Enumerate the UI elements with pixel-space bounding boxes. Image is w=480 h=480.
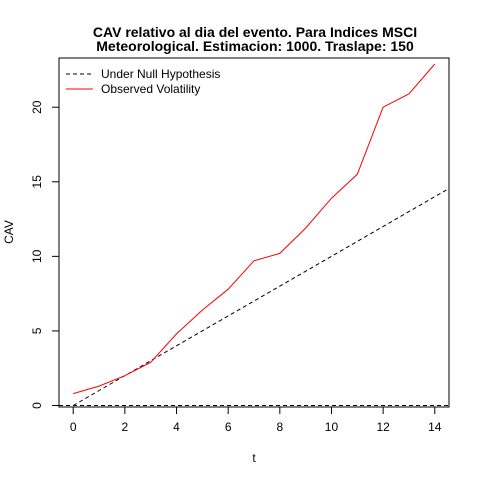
x-axis: 0 2 4 6 8 10 12 14: [70, 406, 442, 434]
chart-title-line-2: Meteorological. Estimacion: 1000. Trasla…: [96, 38, 414, 54]
legend-label-observed: Observed Volatility: [101, 82, 200, 96]
x-tick-label: 8: [276, 420, 283, 434]
plot-frame: [58, 57, 450, 408]
legend: Under Null Hypothesis Observed Volatilit…: [66, 67, 220, 96]
legend-label-null: Under Null Hypothesis: [101, 67, 220, 81]
y-tick-label: 10: [30, 249, 44, 263]
x-axis-label: t: [252, 451, 256, 465]
x-tick-label: 6: [225, 420, 232, 434]
y-tick-label: 0: [30, 402, 44, 409]
x-tick-label: 10: [325, 420, 339, 434]
series-line-null-hypothesis: [72, 188, 450, 406]
y-tick-label: 20: [30, 100, 44, 114]
y-tick-label: 5: [30, 327, 44, 334]
y-tick-label: 15: [30, 175, 44, 189]
y-axis: 0 5 10 15 20: [30, 100, 60, 409]
y-axis-label: CAV: [2, 220, 16, 244]
x-tick-label: 4: [173, 420, 180, 434]
x-tick-label: 2: [122, 420, 129, 434]
series-line-observed-volatility: [73, 63, 436, 395]
x-tick-label: 12: [376, 420, 390, 434]
x-tick-label: 14: [428, 420, 442, 434]
chart-title-line-1: CAV relativo al dia del evento. Para Ind…: [93, 24, 417, 40]
plot-area: [59, 63, 450, 407]
x-tick-label: 0: [70, 420, 77, 434]
